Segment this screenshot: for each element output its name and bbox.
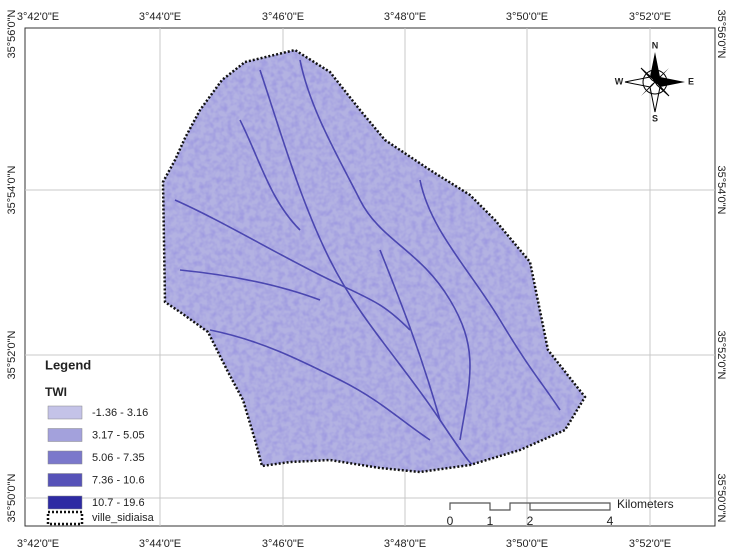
top-label: 3°50'0"E: [506, 11, 548, 23]
legend-subtitle: TWI: [45, 385, 67, 399]
boundary-label: ville_sidiaisa: [92, 512, 155, 524]
bottom-label: 3°52'0"E: [629, 538, 671, 550]
right-label: 35°56'0"N: [715, 10, 727, 59]
legend-label: 5.06 - 7.35: [92, 452, 145, 464]
bottom-label: 3°48'0"E: [384, 538, 426, 550]
bottom-label: 3°42'0"E: [17, 538, 59, 550]
bottom-label: 3°50'0"E: [506, 538, 548, 550]
bottom-label: 3°46'0"E: [262, 538, 304, 550]
compass-n: N: [652, 40, 659, 50]
legend-swatch: [48, 496, 82, 509]
legend-label: 10.7 - 19.6: [92, 497, 145, 509]
top-label: 3°52'0"E: [629, 11, 671, 23]
left-label: 35°50'0"N: [6, 473, 18, 522]
legend-swatch: [48, 474, 82, 487]
compass-e: E: [688, 76, 694, 86]
legend-title: Legend: [45, 357, 91, 372]
top-label: 3°48'0"E: [384, 11, 426, 23]
left-label: 35°54'0"N: [6, 165, 18, 214]
top-label: 3°42'0"E: [17, 11, 59, 23]
left-label: 35°56'0"N: [6, 9, 18, 58]
left-label: 35°52'0"N: [6, 330, 18, 379]
top-label: 3°46'0"E: [262, 11, 304, 23]
scale-tick-label: 2: [527, 514, 534, 528]
compass-s: S: [652, 113, 658, 123]
legend-swatch: [48, 451, 82, 464]
top-label: 3°44'0"E: [139, 11, 181, 23]
right-label: 35°50'0"N: [715, 474, 727, 523]
legend-swatch: [48, 406, 82, 419]
legend-label: 7.36 - 10.6: [92, 474, 145, 486]
compass-w: W: [615, 76, 624, 86]
scale-unit: Kilometers: [617, 497, 674, 511]
legend-swatch: [48, 429, 82, 442]
bottom-label: 3°44'0"E: [139, 538, 181, 550]
right-label: 35°52'0"N: [715, 331, 727, 380]
right-label: 35°54'0"N: [715, 166, 727, 215]
legend-label: 3.17 - 5.05: [92, 429, 145, 441]
scale-tick-label: 0: [447, 514, 454, 528]
scale-tick-label: 1: [487, 514, 494, 528]
legend-label: -1.36 - 3.16: [92, 407, 148, 419]
scale-tick-label: 4: [607, 514, 614, 528]
map: N S E W Legend TWI -1.36 - 3.16 3.17 - 5.…: [0, 0, 729, 554]
